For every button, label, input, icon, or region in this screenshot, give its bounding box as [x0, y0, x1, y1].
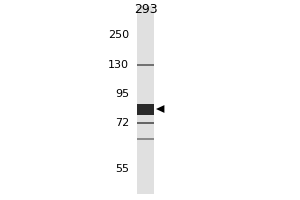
Polygon shape: [156, 105, 164, 113]
Bar: [137, 64, 154, 66]
Bar: [137, 104, 154, 115]
Bar: [137, 122, 154, 124]
Text: 95: 95: [115, 89, 129, 99]
Bar: [137, 138, 154, 140]
Text: 293: 293: [134, 3, 157, 16]
Text: 55: 55: [115, 164, 129, 174]
Text: 72: 72: [115, 118, 129, 128]
Text: 250: 250: [108, 30, 129, 40]
Bar: [137, 6, 154, 194]
Text: 130: 130: [108, 60, 129, 70]
